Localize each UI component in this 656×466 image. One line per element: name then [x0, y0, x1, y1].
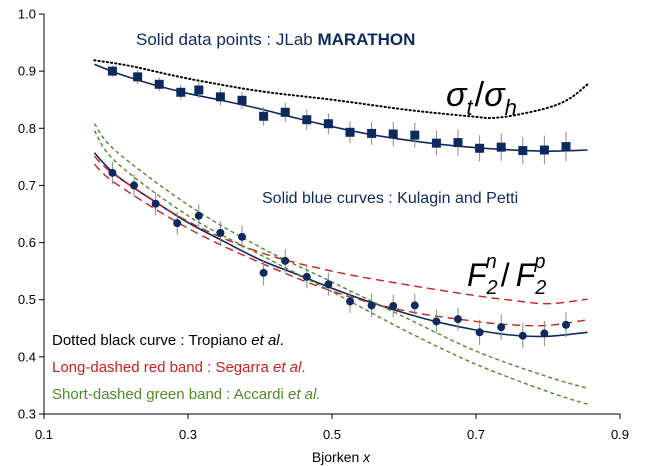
data-point-circle — [367, 301, 376, 310]
data-point-square — [215, 92, 225, 102]
data-point-square — [539, 145, 549, 155]
data-point-square — [107, 66, 117, 76]
curve-segarra — [93, 155, 588, 305]
data-point-circle — [410, 301, 419, 310]
data-point-square — [410, 130, 420, 140]
data-point-square — [259, 111, 269, 121]
x-tick-label: 0.3 — [179, 427, 197, 442]
x-axis-label: Bjorken x — [312, 449, 371, 465]
data-point-circle — [281, 256, 290, 265]
data-point-circle — [130, 181, 138, 190]
curve-segarra — [93, 163, 588, 327]
data-point-circle — [259, 268, 268, 277]
x-tick-label: 0.5 — [323, 427, 341, 442]
data-point-square — [176, 87, 186, 97]
data-point-square — [367, 128, 377, 138]
data-point-square — [194, 85, 204, 95]
data-point-circle — [540, 329, 549, 338]
data-point-circle — [302, 272, 311, 281]
data-point-square — [518, 146, 528, 156]
x-tick-label: 0.7 — [467, 427, 485, 442]
data-point-square — [323, 119, 333, 129]
y-tick-label: 0.5 — [18, 292, 36, 307]
axes-layer: 0.3 0.4 0.5 0.6 0.7 0.8 0.9 1.0 0.1 0.3 0.5 0.7 0.9 — [18, 7, 629, 443]
y-tick-label: 0.8 — [18, 121, 36, 136]
data-point-circle — [562, 320, 570, 329]
data-point-circle — [389, 302, 398, 310]
data-point-square — [237, 95, 247, 105]
data-point-circle — [238, 232, 246, 241]
data-points-layer — [107, 65, 571, 349]
curve-tropiano — [93, 59, 589, 120]
curve-accardi — [93, 123, 588, 389]
data-point-circle — [475, 328, 484, 337]
data-point-square — [561, 142, 571, 152]
x-tick-label: 0.1 — [35, 427, 53, 442]
data-point-circle — [432, 317, 441, 326]
data-point-circle — [108, 168, 117, 177]
data-point-circle — [324, 280, 333, 289]
data-point-square — [302, 115, 312, 125]
data-point-square — [496, 142, 506, 152]
data-point-square — [154, 79, 164, 89]
data-point-circle — [497, 323, 506, 332]
data-point-circle — [518, 331, 527, 340]
data-point-circle — [454, 315, 462, 324]
data-point-circle — [194, 211, 203, 220]
label-sigma-ratio: σt/σh — [446, 76, 517, 120]
y-tick-label: 0.3 — [18, 407, 36, 422]
y-tick-label: 0.9 — [18, 64, 36, 79]
y-tick-label: 0.4 — [18, 349, 36, 364]
curve-accardi — [93, 130, 588, 405]
data-point-circle — [216, 228, 225, 237]
annotation-marathon: Solid data points : JLab MARATHON — [136, 30, 415, 49]
data-point-square — [280, 107, 290, 117]
label-f2-ratio: F2n / F2p — [467, 251, 546, 299]
legend-segarra: Long-dashed red band : Segarra et al. — [52, 359, 306, 376]
data-point-circle — [173, 219, 182, 228]
data-point-circle — [346, 297, 354, 306]
annotation-kulagin-petti: Solid blue curves : Kulagin and Petti — [262, 190, 518, 207]
data-point-square — [133, 72, 143, 82]
data-point-square — [475, 143, 485, 153]
legend-accardi: Short-dashed green band : Accardi et al. — [52, 386, 321, 403]
y-tick-label: 1.0 — [18, 7, 36, 22]
y-tick-label: 0.6 — [18, 235, 36, 250]
data-point-square — [388, 129, 398, 139]
data-point-square — [453, 138, 463, 148]
legend-tropiano: Dotted black curve : Tropiano et al. — [52, 332, 284, 349]
y-tick-label: 0.7 — [18, 178, 36, 193]
x-tick-label: 0.9 — [611, 427, 629, 442]
data-point-square — [345, 127, 355, 137]
curve-kp — [93, 152, 588, 338]
data-point-circle — [151, 199, 160, 208]
data-point-square — [431, 138, 441, 148]
